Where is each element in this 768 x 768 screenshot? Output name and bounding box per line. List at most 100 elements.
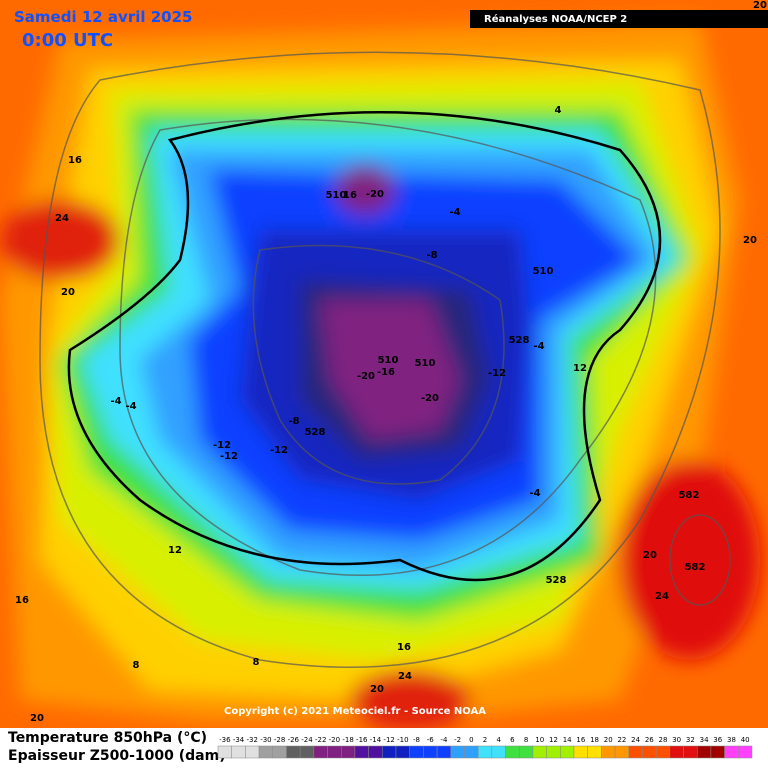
- colorbar-cell: [450, 745, 465, 759]
- colorbar-label: 32: [686, 736, 695, 744]
- contour-label: 20: [370, 684, 384, 695]
- contour-label: 24: [398, 671, 412, 682]
- colorbar-label: -32: [247, 736, 258, 744]
- colorbar-cell: [710, 745, 725, 759]
- colorbar-cell: [258, 745, 274, 759]
- contour-label: 528: [509, 335, 530, 346]
- colorbar-label: 10: [535, 736, 544, 744]
- colorbar-label: -36: [219, 736, 231, 744]
- colorbar-cell: [738, 745, 753, 759]
- colorbar-label: -12: [383, 736, 394, 744]
- contour-label: -4: [125, 401, 136, 412]
- colorbar-cell: [464, 745, 479, 759]
- legend-temperature: Temperature 850hPa (°C): [8, 730, 207, 746]
- contour-label: -8: [288, 416, 299, 427]
- colorbar-label: -8: [413, 736, 420, 744]
- colorbar: -36 -34 -32 -30 -28 -26 -24 -22 -20 -18 -16 -14 -12-…: [217, 736, 753, 759]
- contour-label: 510: [326, 190, 347, 201]
- contour-label: 510: [533, 266, 554, 277]
- colorbar-cell: [601, 745, 616, 759]
- colorbar-label: -22: [315, 736, 326, 744]
- colorbar-label: 28: [659, 736, 668, 744]
- contour-label: -12: [213, 440, 231, 451]
- colorbar-cell: [327, 745, 342, 759]
- date: Samedi 12 avril 2025: [14, 8, 192, 26]
- colorbar-label: -10: [397, 736, 408, 744]
- contour-label: -4: [533, 341, 544, 352]
- contour-label: 4: [555, 105, 562, 116]
- colorbar-cell: [423, 745, 438, 759]
- contour-label: 16: [68, 155, 82, 166]
- contour-label: -12: [220, 451, 238, 462]
- contour-label: -4: [449, 207, 460, 218]
- contour-label: 20: [61, 287, 75, 298]
- colorbar-label: -24: [301, 736, 313, 744]
- colorbar-label: -34: [233, 736, 245, 744]
- colorbar-label: 8: [524, 736, 528, 744]
- contour-label: 12: [168, 545, 182, 556]
- colorbar-cell: [354, 745, 369, 759]
- colorbar-cell: [313, 745, 328, 759]
- contour-label: 16: [343, 190, 357, 201]
- colorbar-cell: [340, 745, 356, 759]
- contour-label: -4: [110, 396, 121, 407]
- colorbar-cell: [532, 745, 547, 759]
- legend-thickness: Epaisseur Z500-1000 (dam): [8, 748, 226, 764]
- colorbar-label: 6: [510, 736, 515, 744]
- contour-label: 20: [30, 713, 44, 724]
- source: Réanalyses NOAA/NCEP 2: [484, 13, 627, 25]
- contour-label: -12: [270, 445, 288, 456]
- colorbar-cell: [286, 745, 301, 759]
- colorbar-cell: [560, 745, 575, 759]
- colorbar-cell: [491, 745, 506, 759]
- colorbar-label: 4: [496, 736, 501, 744]
- colorbar-label: 22: [617, 736, 626, 744]
- contour-label: 528: [305, 427, 326, 438]
- colorbar-label: 20: [604, 736, 613, 744]
- colorbar-cell: [477, 745, 493, 759]
- contour-label: -20: [421, 393, 439, 404]
- colorbar-cell: [382, 745, 397, 759]
- colorbar-cell: [245, 745, 260, 759]
- colorbar-cell: [655, 745, 671, 759]
- colorbar-cell: [642, 745, 657, 759]
- colorbar-label: 0: [469, 736, 473, 744]
- colorbar-cell: [573, 745, 588, 759]
- contour-label: 528: [546, 575, 567, 586]
- colorbar-cell: [546, 745, 561, 759]
- source-box: [470, 10, 768, 28]
- contour-label: -20: [366, 189, 384, 200]
- colorbar-cell: [696, 745, 712, 759]
- colorbar-label: 40: [741, 736, 750, 744]
- contour-label: 20: [743, 235, 757, 246]
- contour-label: -20: [357, 371, 375, 382]
- colorbar-label: 38: [727, 736, 736, 744]
- colorbar-cell: [587, 745, 602, 759]
- colorbar-cell: [231, 745, 246, 759]
- colorbar-cell: [628, 745, 643, 759]
- contour-label: 24: [55, 213, 69, 224]
- colorbar-cell: [724, 745, 739, 759]
- colorbar-label: -20: [329, 736, 340, 744]
- contour-label: 20: [643, 550, 657, 561]
- colorbar-label: -18: [342, 736, 353, 744]
- colorbar-cell: [505, 745, 520, 759]
- contour-label: 8: [133, 660, 140, 671]
- colorbar-cell: [272, 745, 287, 759]
- colorbar-cell: [409, 745, 424, 759]
- colorbar-label: 34: [700, 736, 709, 744]
- contour-label: 8: [253, 657, 260, 668]
- contour-label: -8: [426, 250, 437, 261]
- colorbar-label: -30: [260, 736, 271, 744]
- colorbar-cell: [669, 745, 684, 759]
- colorbar-label: 36: [713, 736, 722, 744]
- colorbar-label: -2: [454, 736, 461, 744]
- colorbar-label: 18: [590, 736, 599, 744]
- colorbar-label: 2: [483, 736, 487, 744]
- contour-label: 510: [415, 358, 436, 369]
- colorbar-label: -16: [356, 736, 368, 744]
- copyright: Copyright (c) 2021 Meteociel.fr - Source…: [224, 706, 486, 717]
- contour-label: 20: [753, 0, 767, 11]
- temperature-field: [0, 0, 768, 730]
